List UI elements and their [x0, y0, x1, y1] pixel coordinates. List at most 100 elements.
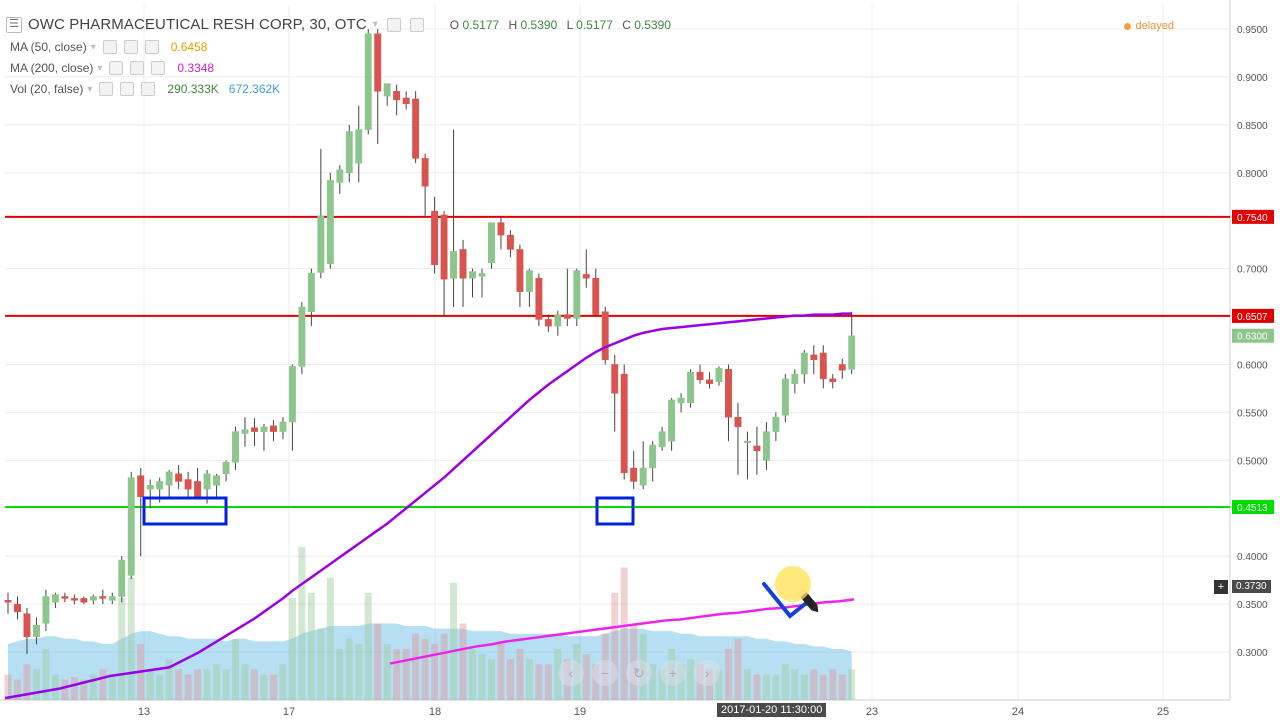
volume-bar — [525, 659, 533, 700]
candle-body — [127, 477, 135, 576]
reset-icon[interactable]: ↻ — [626, 660, 652, 686]
price-tick-label: 0.6000 — [1237, 360, 1268, 371]
candle-body — [630, 467, 638, 482]
forward-icon[interactable]: › — [694, 660, 720, 686]
candle-body — [573, 270, 581, 319]
volume-bar — [175, 669, 183, 700]
volume-bar — [620, 567, 628, 700]
volume-bar — [345, 638, 353, 700]
eye-icon[interactable] — [102, 40, 117, 54]
chevron-down-icon[interactable]: ▾ — [97, 62, 103, 74]
indicator-value: 0.6458 — [170, 40, 208, 54]
volume-bar — [250, 669, 258, 700]
ma50-line — [4, 312, 852, 700]
volume-bar — [762, 674, 770, 700]
candle-body — [440, 214, 448, 280]
plus-icon[interactable]: + — [1214, 580, 1228, 594]
volume-bar — [687, 659, 695, 700]
candle-body — [762, 431, 770, 461]
indicator-volume[interactable]: Vol (20, false) ▾ 290.333K 672.362K — [10, 82, 281, 96]
candle-body — [156, 481, 164, 490]
candle — [99, 589, 107, 605]
candle — [838, 358, 846, 379]
zoom-in-icon[interactable]: + — [660, 660, 686, 686]
candle — [241, 417, 249, 447]
close-icon[interactable] — [151, 61, 166, 75]
volume-bar — [241, 664, 249, 700]
candle-body — [175, 473, 183, 482]
candle — [326, 172, 334, 269]
close-icon[interactable] — [409, 17, 424, 32]
candle-body — [525, 270, 533, 292]
candle-body — [620, 373, 628, 474]
volume-bar — [32, 669, 40, 700]
volume-bar — [838, 674, 846, 700]
zoom-out-icon[interactable]: − — [592, 660, 618, 686]
candle-body — [601, 311, 609, 360]
candle-body — [298, 306, 306, 367]
candle — [582, 249, 590, 288]
candle-body — [554, 314, 562, 327]
candle-body — [563, 314, 571, 319]
price-tick-label: 0.5500 — [1237, 408, 1268, 419]
candle — [696, 364, 704, 384]
settings-icon[interactable] — [123, 40, 138, 54]
settings-icon[interactable] — [120, 82, 135, 96]
candle — [127, 471, 135, 580]
candle-body — [668, 399, 676, 442]
candle-body — [848, 335, 856, 370]
time-tick-label: 24 — [1012, 706, 1024, 718]
candle — [383, 83, 391, 106]
indicator-ma200[interactable]: MA (200, close) ▾ 0.3348 — [10, 61, 215, 75]
eye-icon[interactable] — [109, 61, 124, 75]
candle-body — [307, 273, 315, 313]
candle — [431, 196, 439, 274]
volume-bar — [848, 669, 856, 700]
candle — [307, 268, 315, 327]
last-price-label: 0.6300 — [1237, 332, 1268, 343]
volume-bar — [393, 649, 401, 700]
chevron-down-icon[interactable]: ▾ — [372, 19, 378, 30]
time-tick-label: 23 — [866, 706, 878, 718]
volume-bar — [649, 664, 657, 700]
candle-body — [326, 180, 334, 265]
level-price-label: 0.4513 — [1237, 503, 1268, 514]
volume-bar — [260, 674, 268, 700]
candle-body — [32, 624, 40, 637]
candle — [544, 314, 552, 332]
candle-body — [544, 319, 552, 327]
candle — [61, 592, 69, 603]
close-icon[interactable] — [144, 40, 159, 54]
candle — [725, 364, 732, 442]
candle — [573, 268, 581, 327]
chart-title: OWC PHARMACEUTICAL RESH CORP, 30, OTC — [28, 16, 367, 33]
chevron-down-icon[interactable]: ▾ — [90, 41, 96, 53]
settings-icon[interactable] — [386, 17, 401, 32]
eye-icon[interactable] — [99, 82, 114, 96]
volume-bar — [459, 623, 467, 700]
level-price-tag — [1232, 308, 1274, 323]
candle — [440, 211, 448, 317]
candle — [412, 91, 420, 164]
menu-icon[interactable]: ☰ — [6, 16, 22, 33]
chevron-down-icon[interactable]: ▾ — [87, 83, 93, 95]
price-tick-label: 0.5000 — [1237, 456, 1268, 467]
candle — [668, 398, 676, 451]
candle-body — [393, 91, 401, 101]
candle — [89, 594, 97, 605]
candle — [506, 230, 514, 258]
candle — [450, 129, 458, 307]
volume-bar — [222, 669, 230, 700]
candle — [800, 350, 808, 384]
indicator-ma50[interactable]: MA (50, close) ▾ 0.6458 — [10, 40, 208, 54]
close-icon[interactable] — [141, 82, 156, 96]
back-icon[interactable]: ‹ — [558, 660, 584, 686]
candle-body — [80, 598, 88, 603]
candle-body — [232, 431, 239, 463]
settings-icon[interactable] — [130, 61, 145, 75]
candle-body — [194, 481, 202, 498]
volume-bar — [203, 669, 211, 700]
candle — [592, 268, 600, 317]
